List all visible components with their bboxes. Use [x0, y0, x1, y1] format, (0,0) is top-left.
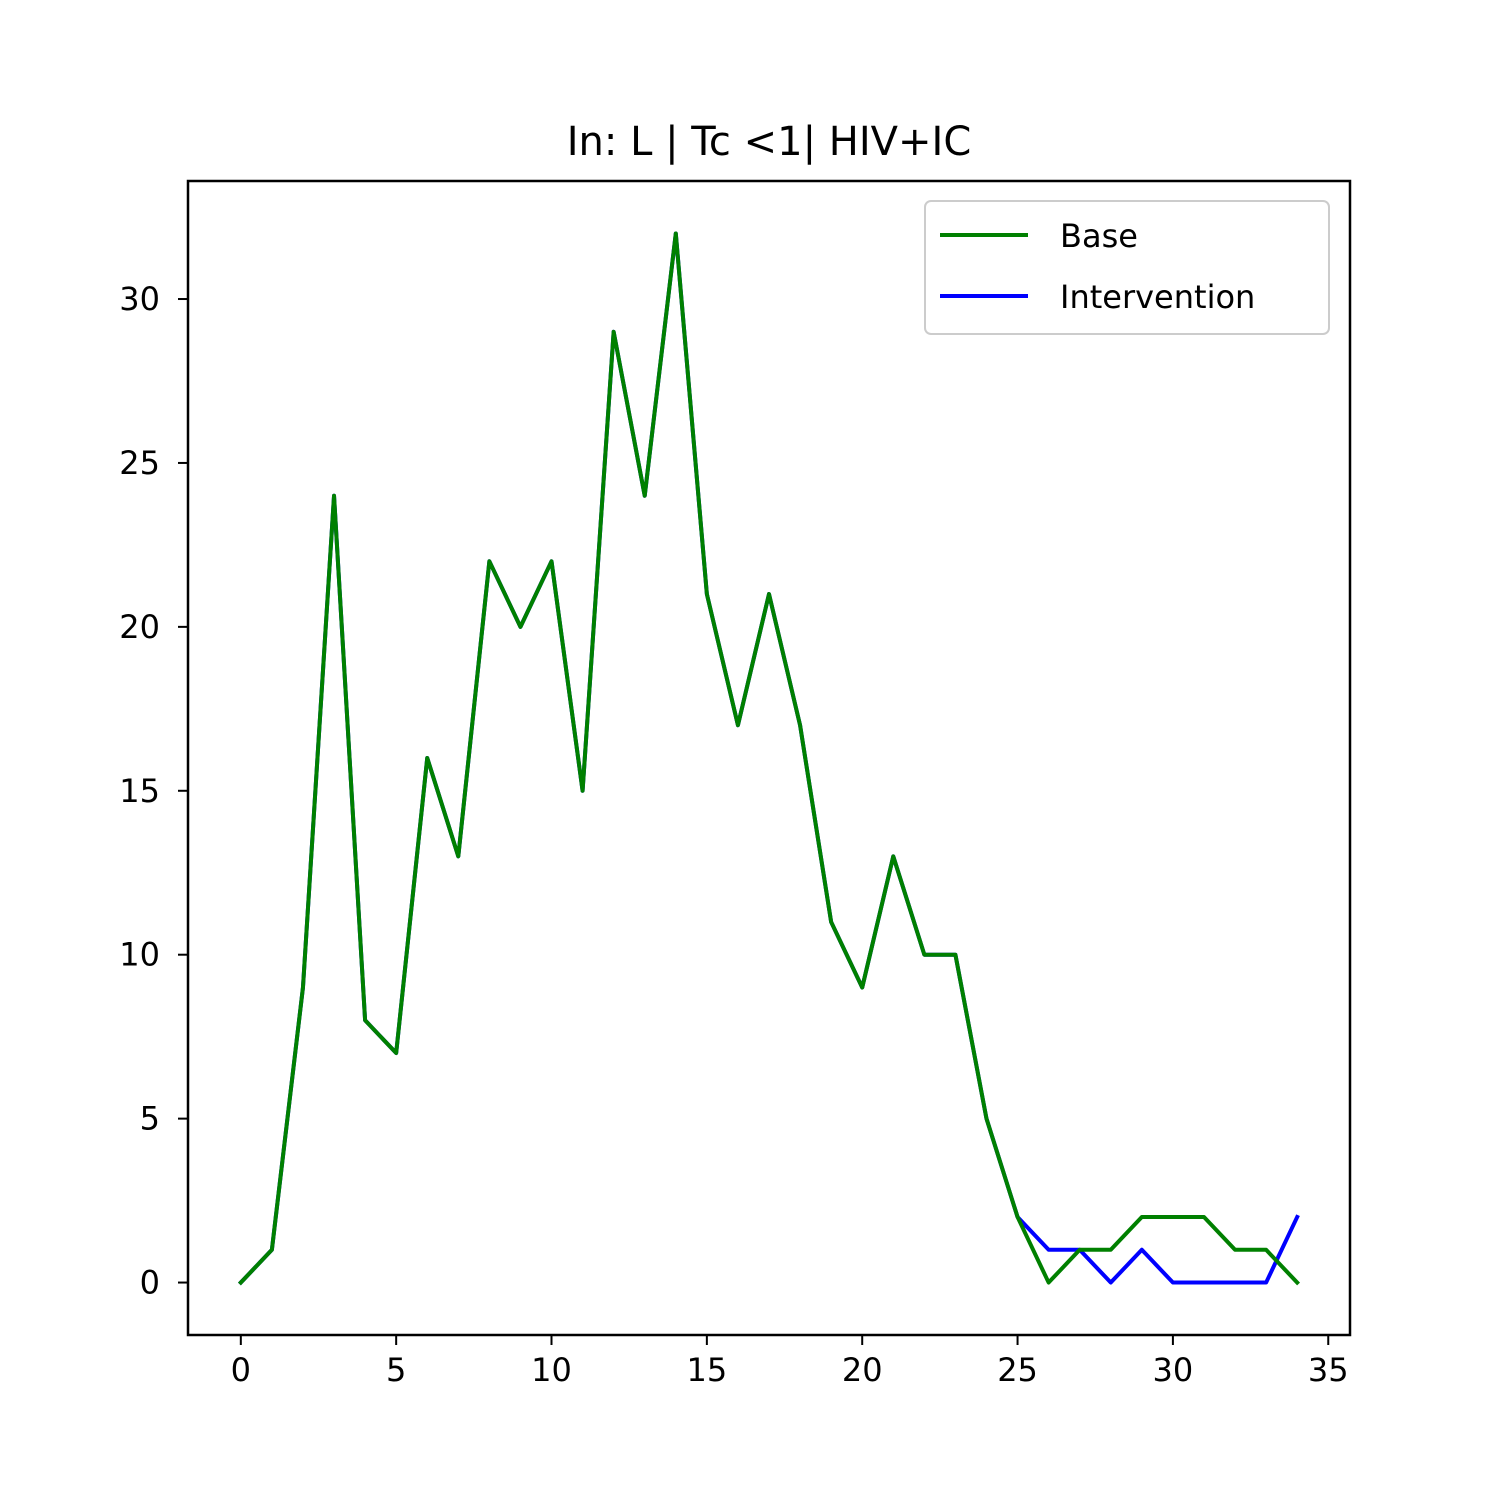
y-tick-label: 0 — [140, 1264, 160, 1302]
plot-area — [237, 231, 1301, 1286]
x-tick-label: 0 — [231, 1351, 251, 1389]
y-tick-label: 10 — [119, 936, 160, 974]
x-tick-label: 5 — [386, 1351, 406, 1389]
x-tick-label: 30 — [1153, 1351, 1194, 1389]
x-tick-label: 25 — [997, 1351, 1038, 1389]
legend-label-intervention: Intervention — [1060, 278, 1255, 316]
legend-label-base: Base — [1060, 217, 1138, 255]
y-tick-label: 30 — [119, 280, 160, 318]
x-tick-label: 20 — [842, 1351, 883, 1389]
chart-title: In: L | Tc <1| HIV+IC — [567, 119, 972, 165]
series-line-base — [237, 231, 1301, 1286]
legend: Base Intervention — [924, 200, 1330, 335]
y-tick-label: 15 — [119, 772, 160, 810]
y-tick-label: 25 — [119, 444, 160, 482]
x-tick-label: 35 — [1308, 1351, 1349, 1389]
y-tick-label: 5 — [140, 1100, 160, 1138]
x-axis: 0 5 10 15 20 25 30 35 — [231, 1335, 1349, 1389]
x-tick-label: 15 — [687, 1351, 728, 1389]
y-axis: 0 5 10 15 20 25 30 — [119, 280, 188, 1302]
x-tick-label: 10 — [531, 1351, 572, 1389]
axes-frame — [186, 179, 1352, 1337]
y-tick-label: 20 — [119, 608, 160, 646]
